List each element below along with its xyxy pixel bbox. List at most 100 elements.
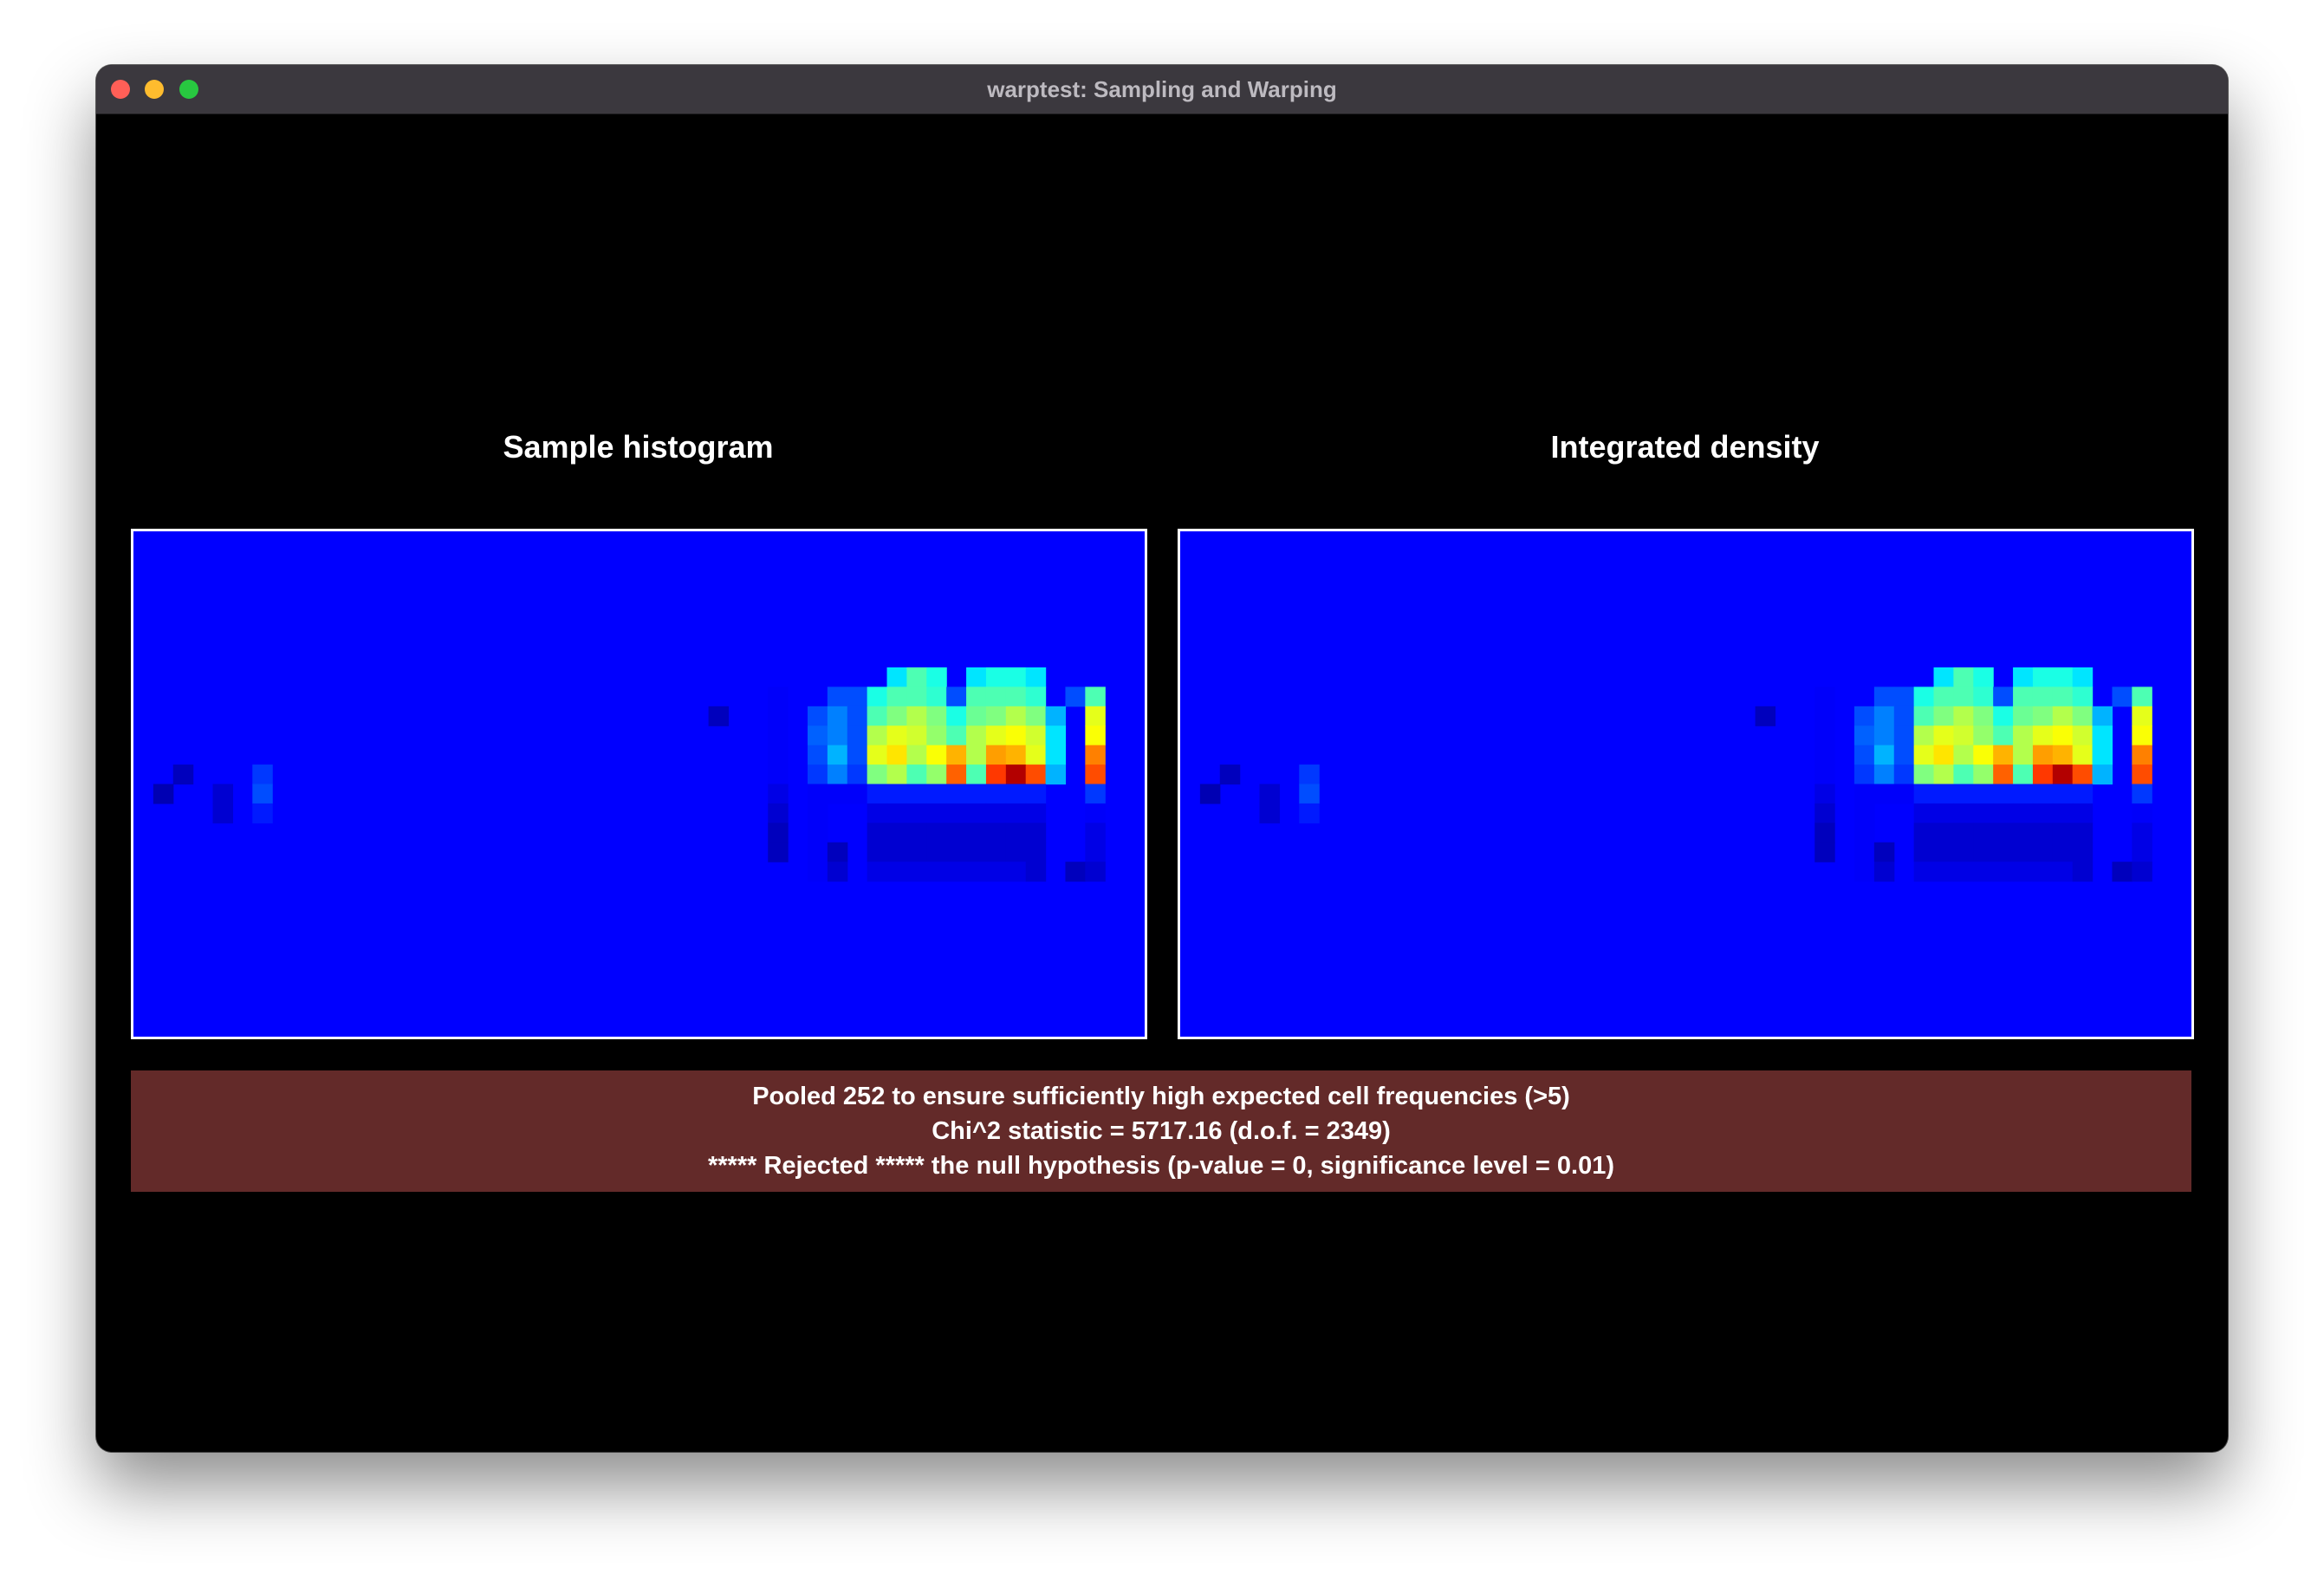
sample-histogram-cell (1005, 686, 1027, 707)
close-button[interactable] (111, 80, 130, 99)
sample-histogram-cell (946, 706, 967, 726)
title-bar[interactable]: warptest: Sampling and Warping (96, 65, 2228, 114)
sample-histogram-cell (1005, 823, 1027, 843)
integrated-density-canvas (1180, 531, 2191, 1037)
sample-histogram-cell (966, 862, 987, 882)
sample-histogram-cell (827, 764, 848, 785)
integrated-density-cell (2072, 725, 2094, 746)
sample-histogram-cell (906, 725, 927, 746)
sample-histogram-cell (252, 784, 273, 804)
integrated-density-cell (1973, 745, 1994, 765)
sample-histogram-cell (1045, 706, 1067, 726)
sample-histogram-cell (1025, 823, 1047, 843)
sample-histogram-cell (886, 725, 908, 746)
sample-histogram-cell (906, 686, 927, 707)
integrated-density-cell (2072, 823, 2094, 843)
integrated-density-cell (1814, 745, 1835, 765)
sample-histogram-cell (946, 823, 967, 843)
integrated-density-cell (1259, 784, 1281, 804)
sample-histogram-cell (926, 823, 947, 843)
integrated-density-cell (1854, 745, 1875, 765)
integrated-density-cell (1299, 803, 1320, 823)
integrated-density-cell (2032, 686, 2054, 707)
sample-histogram-cell (808, 764, 828, 785)
integrated-density-cell (2032, 862, 2054, 882)
sample-histogram-cell (867, 706, 888, 726)
integrated-density-cell (2092, 706, 2113, 726)
integrated-density-cell (1219, 764, 1241, 785)
integrated-density-cell (1873, 745, 1895, 765)
chi-square-statistic: Chi^2 statistic = 5717.16 (d.o.f. = 2349… (932, 1117, 1391, 1145)
integrated-density-cell (1973, 784, 1994, 804)
integrated-density-cell (2013, 784, 2034, 804)
sample-histogram-cell (906, 823, 927, 843)
integrated-density-cell (1953, 803, 1974, 823)
sample-histogram-cell (966, 764, 987, 785)
integrated-density-cell (2032, 667, 2054, 687)
sample-histogram-cell (926, 842, 947, 862)
integrated-density-cell (1953, 842, 1974, 862)
integrated-density-heatmap (1178, 529, 2194, 1039)
sample-histogram-cell (926, 667, 947, 687)
integrated-density-cell (2032, 725, 2054, 746)
integrated-density-cell (2112, 862, 2132, 882)
integrated-density-cell (2132, 686, 2152, 707)
sample-histogram-cell (985, 686, 1007, 707)
sample-histogram-cell (886, 667, 908, 687)
integrated-density-cell (2052, 784, 2074, 804)
sample-histogram-cell (768, 764, 789, 785)
integrated-density-cell (1299, 764, 1320, 785)
integrated-density-cell (2013, 803, 2034, 823)
integrated-density-cell (2013, 862, 2034, 882)
sample-histogram-cell (966, 842, 987, 862)
integrated-density-cell (1913, 725, 1935, 746)
sample-histogram-cell (985, 784, 1007, 804)
integrated-density-cell (1913, 706, 1935, 726)
sample-histogram-cell (768, 842, 789, 862)
integrated-density-cell (2072, 803, 2094, 823)
integrated-density-cell (2013, 667, 2034, 687)
sample-histogram-cell (808, 745, 828, 765)
integrated-density-cell (1953, 725, 1974, 746)
integrated-density-cell (1913, 803, 1935, 823)
sample-histogram-cell (1085, 862, 1106, 882)
zoom-button[interactable] (179, 80, 198, 99)
sample-histogram-cell (827, 725, 848, 746)
integrated-density-cell (1893, 784, 1915, 804)
integrated-density-cell (1993, 686, 2014, 707)
integrated-density-cell (2032, 745, 2054, 765)
minimize-button[interactable] (145, 80, 164, 99)
sample-histogram-cell (1025, 862, 1047, 882)
integrated-density-cell (1993, 725, 2014, 746)
integrated-density-cell (1933, 667, 1955, 687)
sample-histogram-cell (926, 862, 947, 882)
integrated-density-cell (2072, 667, 2094, 687)
integrated-density-cell (2072, 842, 2094, 862)
sample-histogram-cell (1005, 784, 1027, 804)
integrated-density-cell (2052, 823, 2074, 843)
sample-histogram-cell (1025, 842, 1047, 862)
sample-histogram-cell (926, 745, 947, 765)
sample-histogram-cell (867, 784, 888, 804)
integrated-density-cell (2013, 745, 2034, 765)
integrated-density-cell (1873, 862, 1895, 882)
sample-histogram-cell (985, 862, 1007, 882)
integrated-density-cell (2132, 745, 2152, 765)
sample-histogram-title: Sample histogram (503, 429, 774, 465)
sample-histogram-cell (768, 686, 789, 707)
sample-histogram-cell (966, 725, 987, 746)
integrated-density-cell (1973, 764, 1994, 785)
hypothesis-result: ***** Rejected ***** the null hypothesis… (707, 1152, 1614, 1180)
sample-histogram-cell (172, 764, 194, 785)
integrated-density-cell (2013, 725, 2034, 746)
sample-histogram-cell (886, 686, 908, 707)
integrated-density-cell (1854, 803, 1875, 823)
integrated-density-cell (1933, 725, 1955, 746)
integrated-density-cell (2032, 842, 2054, 862)
sample-histogram-cell (768, 745, 789, 765)
sample-histogram-cell (966, 686, 987, 707)
integrated-density-cell (2052, 667, 2074, 687)
sample-histogram-cell (1085, 745, 1106, 765)
sample-histogram-cell (946, 784, 967, 804)
integrated-density-cell (1814, 706, 1835, 726)
